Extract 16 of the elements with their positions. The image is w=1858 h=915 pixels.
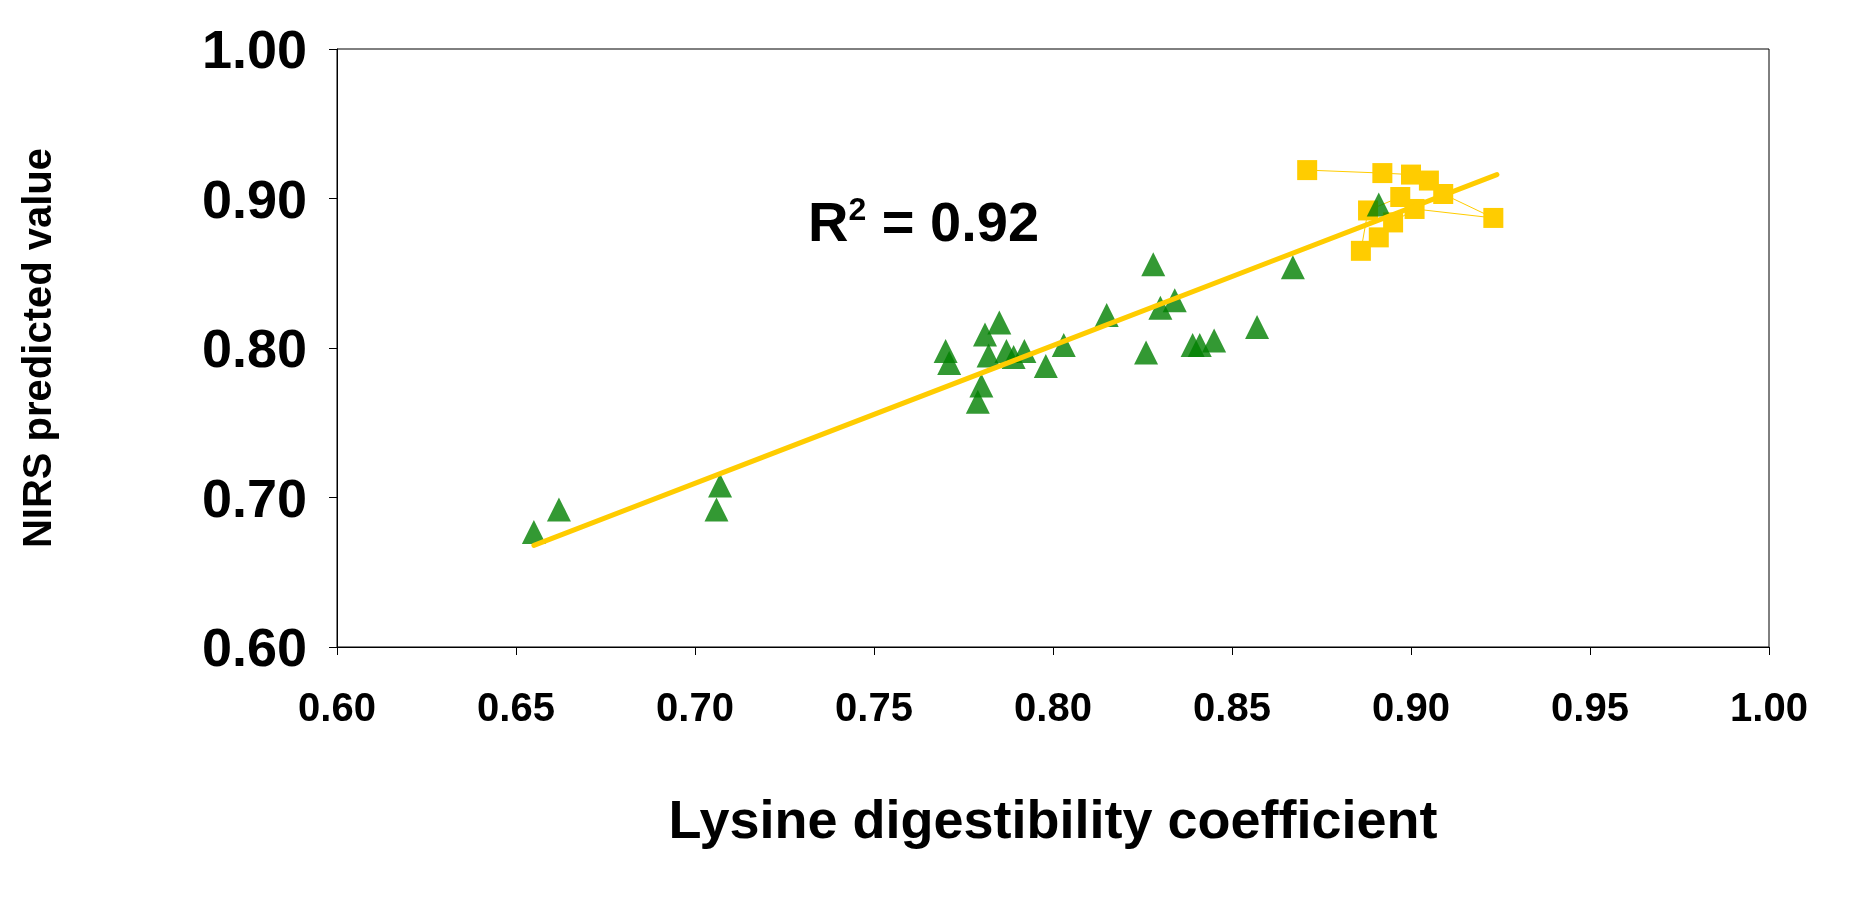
y-tick-label: 0.80 — [201, 318, 307, 378]
x-tick-label: 0.60 — [298, 685, 376, 729]
y-tick-label: 0.70 — [201, 467, 307, 528]
x-tick-label: 0.75 — [835, 685, 913, 729]
y-tick-label: 0.90 — [201, 168, 307, 229]
x-tick-label: 0.85 — [1193, 685, 1271, 729]
y-tick-label: 1.00 — [201, 19, 307, 79]
y-tick-label: 0.60 — [201, 617, 307, 677]
x-tick-label: 0.90 — [1372, 685, 1450, 729]
x-tick-label: 0.80 — [1014, 685, 1092, 729]
y-axis-title: NIRS predicted value — [15, 147, 59, 549]
x-tick-label: 1.00 — [1730, 685, 1808, 729]
x-tick-label: 0.70 — [656, 685, 734, 729]
x-axis-title: Lysine digestibility coefficient — [668, 789, 1438, 849]
x-tick-label: 0.65 — [477, 685, 555, 729]
x-tick-label: 0.95 — [1551, 685, 1629, 729]
